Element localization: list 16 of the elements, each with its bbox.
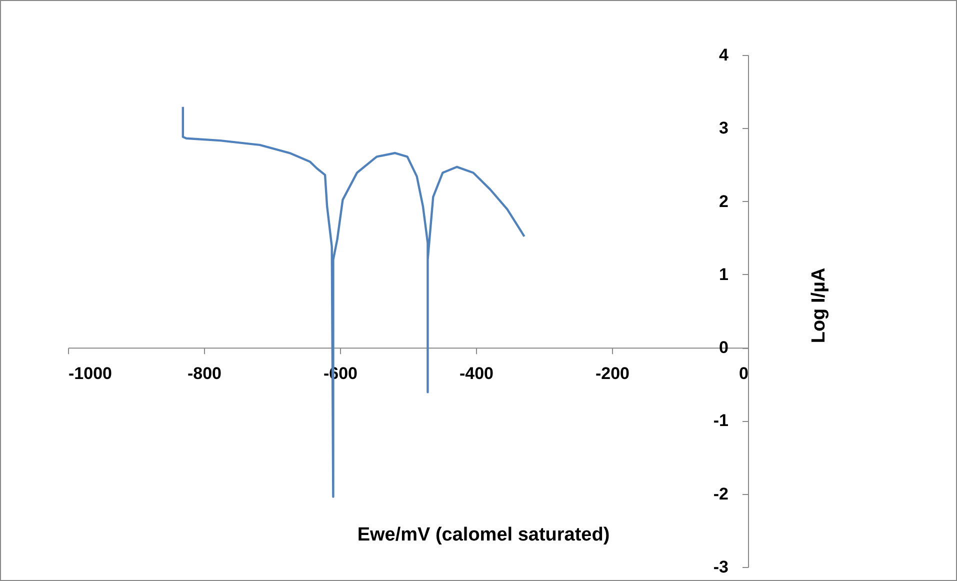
x-axis-title: Ewe/mV (calomel saturated): [357, 524, 610, 546]
x-tick-label: -1000: [68, 364, 112, 384]
line-series: [182, 106, 526, 498]
y-tick-label: 2: [719, 192, 728, 211]
y-tick-label: 1: [719, 264, 728, 284]
y-tick-label: 0: [719, 338, 728, 358]
y-tick-label: 3: [719, 118, 728, 138]
y-tick-label: -1: [713, 411, 728, 430]
y-tick-label: -2: [713, 484, 728, 504]
x-tick-label: -200: [595, 364, 630, 384]
y-axis-title: Log I/µA: [808, 268, 830, 344]
x-tick-label: -800: [187, 364, 222, 384]
y-tick-label: -3: [713, 558, 728, 576]
y-tick-label: 4: [719, 46, 730, 64]
x-tick-label: -400: [459, 364, 494, 384]
x-tick-label: 0: [739, 364, 748, 384]
